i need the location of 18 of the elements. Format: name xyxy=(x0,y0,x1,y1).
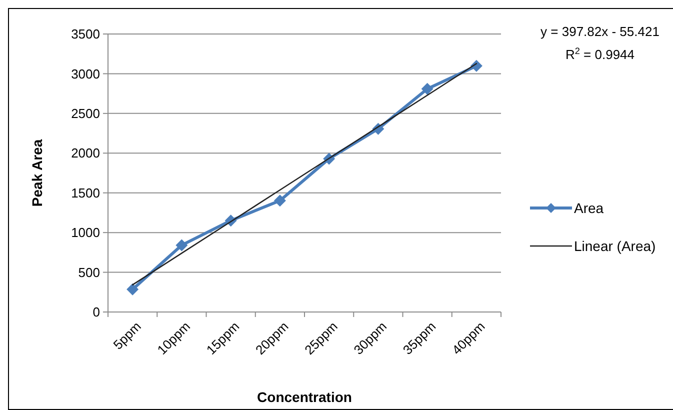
text: R$^{2}$ = 0.9944 xyxy=(565,46,635,62)
y-axis-title: Peak Area xyxy=(29,139,45,207)
legend-label: Area xyxy=(574,200,604,216)
y-tick-label: 1500 xyxy=(71,185,100,200)
point xyxy=(176,239,188,252)
y-tick-label: 3500 xyxy=(71,26,100,42)
legend-label: Linear (Area) xyxy=(574,238,656,254)
y-tick-label: 2500 xyxy=(71,106,100,121)
point xyxy=(274,194,286,207)
point xyxy=(421,82,434,95)
text: y = 397.82x - 55.421 xyxy=(540,24,660,39)
y-tick-label: 500 xyxy=(78,264,100,280)
y-tick-label: 3000 xyxy=(71,66,100,82)
y-tick-label: 2000 xyxy=(71,146,100,161)
x-axis-title: Concentration xyxy=(257,389,352,405)
y-tick-label: 0 xyxy=(92,304,100,320)
y-tick-label: 1000 xyxy=(71,225,100,240)
point xyxy=(126,283,139,296)
